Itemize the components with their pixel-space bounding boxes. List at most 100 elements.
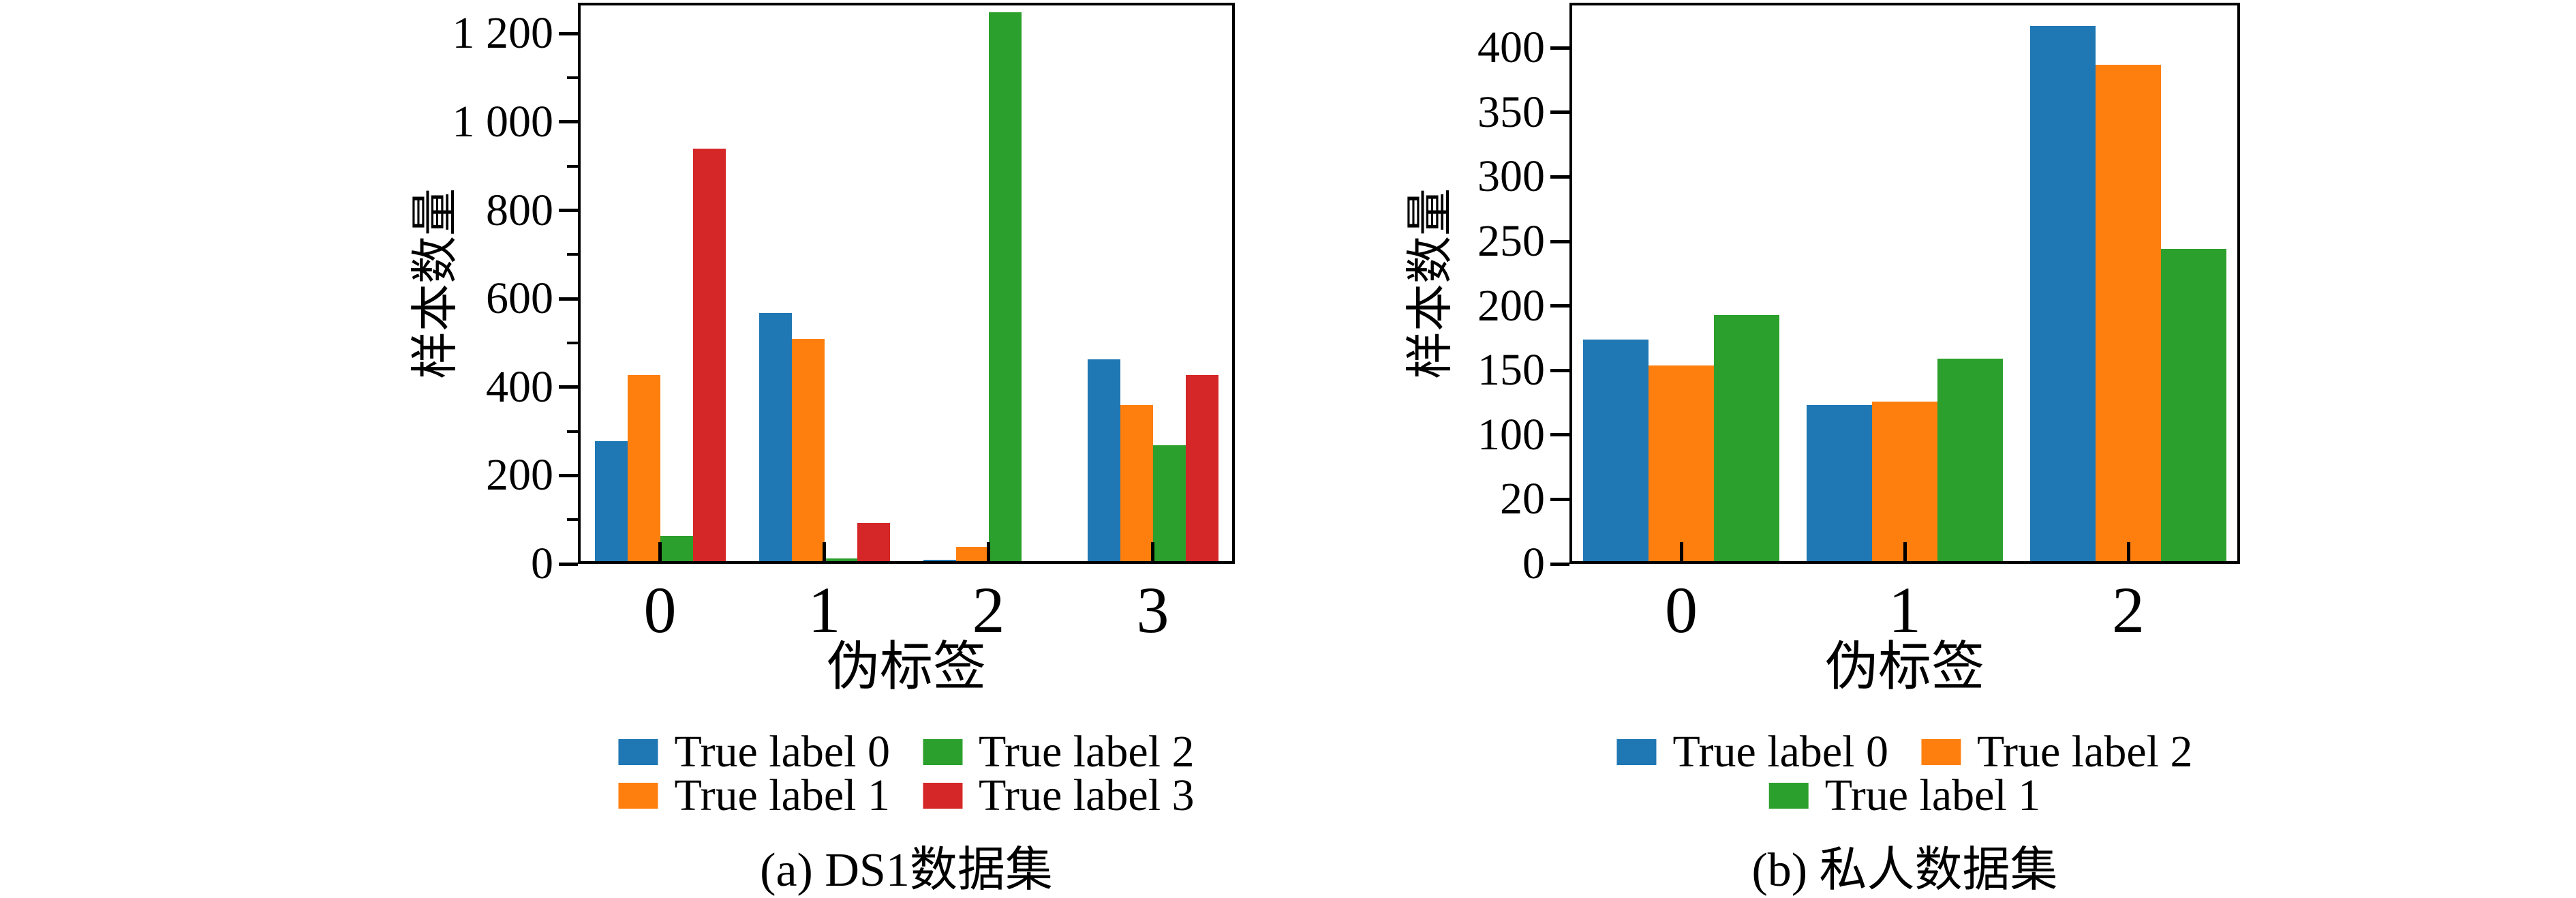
y-tick-label: 150 bbox=[1477, 345, 1545, 395]
y-major-tick-mark bbox=[1550, 304, 1569, 308]
panel-caption: (b) 私人数据集 bbox=[1751, 844, 2058, 897]
legend-entry: True label 0 bbox=[1616, 730, 1888, 775]
y-major-tick-mark bbox=[1550, 239, 1569, 243]
x-tick-label: 0 bbox=[1665, 573, 1698, 646]
panel-caption: (a) DS1数据集 bbox=[760, 844, 1053, 897]
x-tick-mark bbox=[1151, 542, 1154, 564]
y-tick-label: 0 bbox=[1522, 539, 1545, 588]
x-axis-title: 伪标签 bbox=[826, 637, 987, 696]
bar bbox=[1807, 405, 1872, 564]
x-tick-label: 1 bbox=[808, 573, 841, 646]
bar bbox=[1649, 365, 1714, 564]
bar bbox=[627, 375, 660, 564]
bar bbox=[2161, 249, 2226, 564]
bar bbox=[594, 440, 628, 564]
y-major-tick-mark bbox=[559, 209, 578, 213]
legend-entry: True label 1 bbox=[618, 773, 890, 818]
bar bbox=[1714, 314, 1779, 564]
y-tick-label: 1 200 bbox=[452, 8, 554, 59]
legend-row: True label 1 bbox=[1768, 770, 2041, 820]
y-tick-label: 600 bbox=[486, 273, 553, 324]
bar bbox=[791, 338, 825, 564]
legend-label: True label 0 bbox=[674, 727, 890, 777]
y-tick-label: 300 bbox=[1477, 151, 1545, 202]
y-tick-label: 200 bbox=[486, 450, 553, 500]
x-tick-label: 2 bbox=[2112, 573, 2145, 646]
y-tick-label: 400 bbox=[1477, 23, 1545, 73]
x-tick-label: 3 bbox=[1136, 573, 1169, 646]
bar bbox=[1152, 445, 1186, 564]
bar bbox=[1185, 375, 1218, 564]
plot-area bbox=[578, 3, 1235, 564]
legend-label: True label 1 bbox=[674, 770, 890, 820]
legend-label: True label 0 bbox=[1672, 727, 1888, 777]
legend-swatch bbox=[1921, 739, 1961, 765]
bar bbox=[1087, 359, 1120, 564]
y-tick-label: 0 bbox=[531, 539, 553, 588]
y-major-tick-mark bbox=[1550, 46, 1569, 50]
x-tick-mark bbox=[823, 542, 826, 564]
bar bbox=[857, 522, 890, 564]
legend-entry: True label 0 bbox=[618, 730, 890, 775]
legend-label: True label 2 bbox=[1977, 727, 2193, 777]
bar bbox=[1872, 401, 1937, 564]
x-tick-mark bbox=[2126, 542, 2130, 564]
x-tick-label: 1 bbox=[1888, 573, 1921, 646]
legend-entry: True label 3 bbox=[923, 773, 1195, 818]
legend-entry: True label 2 bbox=[1921, 730, 2193, 775]
y-major-tick-mark bbox=[1550, 175, 1569, 179]
bar bbox=[692, 149, 726, 564]
bar bbox=[660, 536, 693, 564]
bar bbox=[955, 547, 989, 564]
y-minor-tick-mark bbox=[567, 518, 578, 522]
y-major-tick-mark bbox=[559, 562, 578, 566]
x-tick-mark bbox=[1903, 542, 1907, 564]
bar bbox=[1120, 405, 1153, 564]
y-major-tick-mark bbox=[1550, 497, 1569, 501]
y-minor-tick-mark bbox=[567, 253, 578, 256]
legend-swatch bbox=[618, 783, 658, 809]
y-minor-tick-mark bbox=[567, 164, 578, 168]
y-minor-tick-mark bbox=[567, 430, 578, 433]
x-tick-mark bbox=[1679, 542, 1683, 564]
plot-area bbox=[1569, 3, 2240, 564]
y-tick-label: 200 bbox=[1477, 280, 1545, 331]
y-tick-label: 250 bbox=[1477, 216, 1545, 266]
x-tick-mark bbox=[658, 542, 662, 564]
y-major-tick-mark bbox=[559, 473, 578, 477]
legend-swatch bbox=[923, 783, 962, 809]
y-major-tick-mark bbox=[1550, 433, 1569, 437]
y-major-tick-mark bbox=[559, 31, 578, 35]
legend-row: True label 0 True label 2 bbox=[1616, 730, 2193, 775]
x-tick-label: 2 bbox=[972, 573, 1005, 646]
y-tick-label: 100 bbox=[1477, 409, 1545, 460]
legend-row: True label 0 True label 2 bbox=[618, 727, 1195, 777]
y-tick-label: 350 bbox=[1477, 87, 1545, 137]
bar bbox=[1937, 359, 2003, 564]
x-tick-label: 0 bbox=[643, 573, 677, 646]
bar bbox=[758, 312, 792, 564]
legend-swatch bbox=[1616, 739, 1657, 765]
bar bbox=[2096, 64, 2161, 564]
y-major-tick-mark bbox=[1550, 110, 1569, 115]
legend-swatch bbox=[923, 739, 962, 765]
y-major-tick-mark bbox=[559, 120, 578, 124]
bar bbox=[988, 12, 1022, 564]
y-tick-label: 800 bbox=[486, 185, 553, 235]
y-major-tick-mark bbox=[559, 297, 578, 301]
x-axis-title: 伪标签 bbox=[1824, 637, 1985, 696]
y-minor-tick-mark bbox=[567, 341, 578, 344]
y-tick-label: 1 000 bbox=[452, 96, 554, 147]
legend-entry: True label 1 bbox=[1768, 770, 2041, 820]
legend-label: True label 3 bbox=[979, 770, 1195, 820]
x-tick-mark bbox=[987, 542, 990, 564]
legend-label: True label 1 bbox=[1824, 770, 2041, 820]
legend-swatch bbox=[618, 739, 658, 765]
bar bbox=[1583, 339, 1649, 564]
legend-label: True label 2 bbox=[979, 727, 1195, 777]
y-tick-label: 20 bbox=[1500, 474, 1545, 524]
y-major-tick-mark bbox=[559, 385, 578, 389]
